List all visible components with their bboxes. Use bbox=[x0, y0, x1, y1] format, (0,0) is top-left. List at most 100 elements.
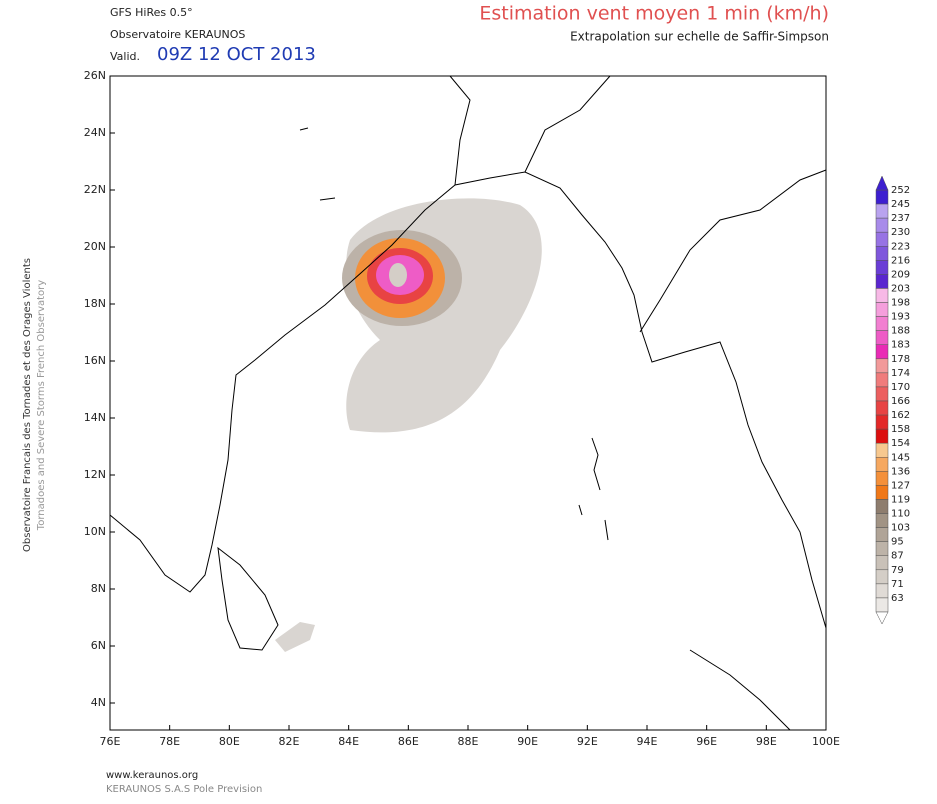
colorbar-label: 209 bbox=[891, 269, 910, 280]
colorbar-label: 174 bbox=[891, 368, 910, 379]
colorbar-label: 63 bbox=[891, 593, 904, 604]
colorbar-swatch bbox=[875, 442, 889, 458]
colorbar-swatch bbox=[875, 414, 889, 430]
colorbar-swatch bbox=[875, 485, 889, 500]
colorbar-swatch bbox=[875, 330, 889, 345]
colorbar-swatch bbox=[875, 344, 889, 360]
source: Observatoire KERAUNOS bbox=[110, 28, 245, 41]
lat-label: 8N bbox=[91, 582, 106, 595]
colorbar-swatch bbox=[875, 203, 889, 219]
model: GFS HiRes 0.5° bbox=[110, 6, 193, 19]
colorbar: 252 245 237 230 223 216 209 203 198 193 188 183 178 1… bbox=[875, 175, 910, 625]
colorbar-arrow bbox=[875, 175, 889, 191]
colorbar-swatch bbox=[875, 217, 889, 233]
colorbar-swatch bbox=[875, 358, 889, 374]
colorbar-label: 170 bbox=[891, 382, 910, 393]
lat-label: 20N bbox=[84, 240, 106, 253]
colorbar-label: 103 bbox=[891, 523, 910, 534]
colorbar-label: 87 bbox=[891, 551, 904, 562]
map bbox=[109, 75, 827, 731]
colorbar-label: 183 bbox=[891, 340, 910, 351]
lat-label: 10N bbox=[84, 525, 106, 538]
lon-label: 96E bbox=[696, 735, 717, 748]
colorbar-label: 79 bbox=[891, 565, 904, 576]
colorbar-swatch bbox=[875, 499, 889, 514]
colorbar-swatch bbox=[875, 231, 889, 247]
colorbar-swatch bbox=[875, 428, 889, 444]
colorbar-swatch bbox=[875, 555, 889, 571]
lon-label: 80E bbox=[219, 735, 240, 748]
colorbar-swatch bbox=[875, 457, 889, 472]
lat-label: 26N bbox=[84, 69, 106, 82]
colorbar-swatch bbox=[875, 597, 889, 613]
colorbar-label: 216 bbox=[891, 255, 910, 266]
colorbar-swatch bbox=[875, 288, 889, 303]
colorbar-swatch bbox=[875, 527, 889, 542]
colorbar-label: 127 bbox=[891, 480, 910, 491]
colorbar-label: 252 bbox=[891, 185, 910, 196]
colorbar-label: 119 bbox=[891, 494, 910, 505]
colorbar-label: 245 bbox=[891, 199, 910, 210]
lat-label: 6N bbox=[91, 639, 106, 652]
coastlines bbox=[109, 75, 827, 731]
colorbar-label: 193 bbox=[891, 312, 910, 323]
valid-time: 09Z 12 OCT 2013 bbox=[157, 44, 316, 65]
colorbar-label: 178 bbox=[891, 354, 910, 365]
footer-site: www.keraunos.org bbox=[106, 770, 198, 781]
lon-label: 76E bbox=[100, 735, 121, 748]
colorbar-swatch bbox=[875, 316, 889, 331]
colorbar-label: 230 bbox=[891, 227, 910, 238]
colorbar-swatch bbox=[875, 583, 889, 599]
colorbar-label: 154 bbox=[891, 438, 910, 449]
title: Estimation vent moyen 1 min (km/h) bbox=[479, 3, 829, 25]
lat-label: 14N bbox=[84, 411, 106, 424]
lon-label: 100E bbox=[812, 735, 840, 748]
colorbar-label: 166 bbox=[891, 396, 910, 407]
lat-label: 24N bbox=[84, 126, 106, 139]
lon-label: 98E bbox=[756, 735, 777, 748]
footer-company: KERAUNOS S.A.S Pole Prevision bbox=[106, 784, 262, 795]
colorbar-swatch bbox=[875, 260, 889, 275]
colorbar-label: 188 bbox=[891, 326, 910, 337]
colorbar-swatch bbox=[875, 274, 889, 289]
colorbar-swatch bbox=[875, 513, 889, 528]
wind-area bbox=[275, 622, 315, 652]
colorbar-swatch bbox=[875, 386, 889, 402]
colorbar-label: 162 bbox=[891, 410, 910, 421]
colorbar-swatch bbox=[875, 541, 889, 556]
lon-label: 86E bbox=[398, 735, 419, 748]
lon-label: 78E bbox=[159, 735, 180, 748]
colorbar-label: 198 bbox=[891, 298, 910, 309]
colorbar-swatch bbox=[875, 569, 889, 585]
subtitle: Extrapolation sur echelle de Saffir-Simp… bbox=[570, 30, 829, 44]
colorbar-label: 95 bbox=[891, 537, 904, 548]
lon-label: 94E bbox=[637, 735, 658, 748]
lon-label: 90E bbox=[517, 735, 538, 748]
lat-label: 4N bbox=[91, 696, 106, 709]
lon-label: 84E bbox=[338, 735, 359, 748]
colorbar-swatch bbox=[875, 372, 889, 388]
colorbar-label: 110 bbox=[891, 509, 910, 520]
colorbar-label: 145 bbox=[891, 452, 910, 463]
colorbar-label: 71 bbox=[891, 579, 904, 590]
wind-field bbox=[275, 198, 542, 652]
colorbar-swatch bbox=[875, 471, 889, 486]
colorbar-swatch bbox=[875, 189, 889, 205]
colorbar-swatch bbox=[875, 302, 889, 317]
valid-label: Valid. bbox=[110, 50, 140, 63]
colorbar-label: 158 bbox=[891, 424, 910, 435]
lon-label: 92E bbox=[577, 735, 598, 748]
colorbar-swatch bbox=[875, 246, 889, 261]
colorbar-label: 203 bbox=[891, 283, 910, 294]
side-text: Tornadoes and Severe Storms French Obser… bbox=[36, 280, 47, 531]
lat-label: 16N bbox=[84, 354, 106, 367]
lat-label: 18N bbox=[84, 297, 106, 310]
colorbar-swatch bbox=[875, 400, 889, 416]
map-frame bbox=[109, 75, 827, 731]
colorbar-label: 136 bbox=[891, 466, 910, 477]
side-text: Observatoire Francais des Tornades et de… bbox=[22, 258, 33, 552]
lat-label: 22N bbox=[84, 183, 106, 196]
lon-label: 82E bbox=[279, 735, 300, 748]
